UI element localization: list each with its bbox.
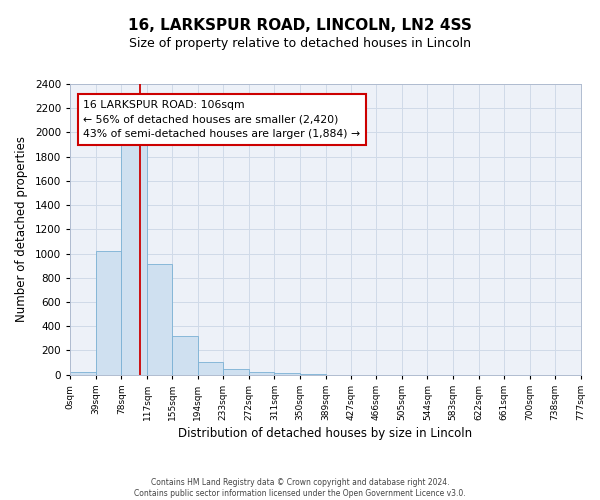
Bar bbox=[121, 144, 147, 374]
Bar bbox=[70, 372, 96, 374]
Text: Contains HM Land Registry data © Crown copyright and database right 2024.
Contai: Contains HM Land Registry data © Crown c… bbox=[134, 478, 466, 498]
Bar bbox=[223, 368, 249, 374]
Text: 16 LARKSPUR ROAD: 106sqm
← 56% of detached houses are smaller (2,420)
43% of sem: 16 LARKSPUR ROAD: 106sqm ← 56% of detach… bbox=[83, 100, 361, 140]
Bar bbox=[147, 264, 172, 374]
Bar bbox=[197, 362, 223, 374]
Text: Size of property relative to detached houses in Lincoln: Size of property relative to detached ho… bbox=[129, 38, 471, 51]
Y-axis label: Number of detached properties: Number of detached properties bbox=[15, 136, 28, 322]
Bar bbox=[249, 372, 274, 374]
Text: 16, LARKSPUR ROAD, LINCOLN, LN2 4SS: 16, LARKSPUR ROAD, LINCOLN, LN2 4SS bbox=[128, 18, 472, 32]
Bar bbox=[172, 336, 197, 374]
Bar bbox=[96, 251, 121, 374]
X-axis label: Distribution of detached houses by size in Lincoln: Distribution of detached houses by size … bbox=[178, 427, 472, 440]
